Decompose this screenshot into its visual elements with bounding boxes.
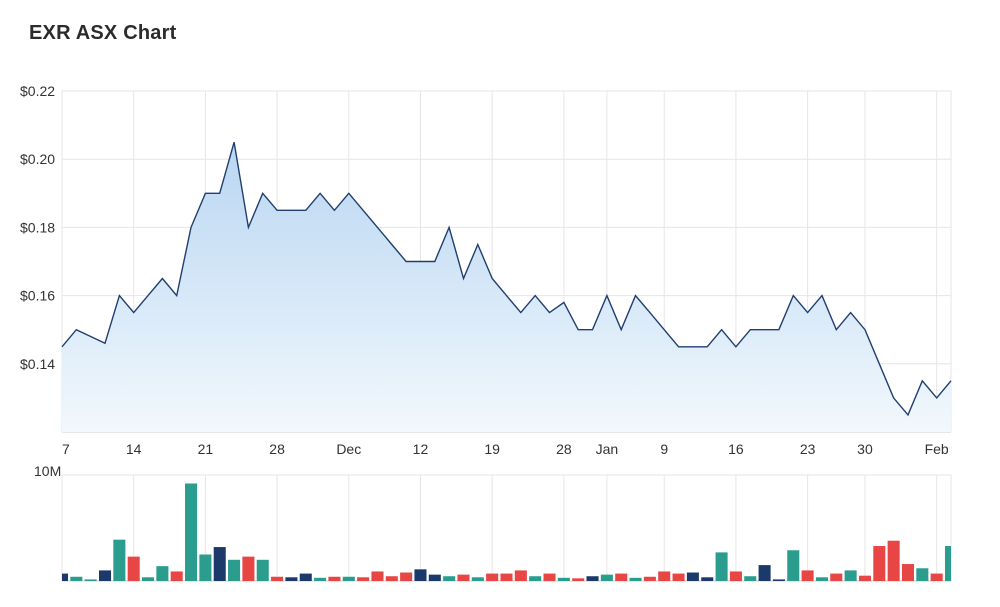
volume-bar xyxy=(228,559,241,581)
volume-bar xyxy=(944,546,951,581)
volume-bar xyxy=(715,552,728,581)
volume-bar xyxy=(787,550,800,581)
volume-bar xyxy=(457,574,470,581)
x-tick-label: 14 xyxy=(126,441,142,457)
volume-bar xyxy=(643,576,656,581)
volume-bar xyxy=(271,576,284,581)
volume-bar xyxy=(772,579,785,581)
volume-bar xyxy=(887,540,900,581)
volume-bar xyxy=(371,571,384,581)
volume-bar xyxy=(586,576,599,581)
volume-bar xyxy=(801,570,814,581)
x-tick-label: 12 xyxy=(413,441,429,457)
volume-bars xyxy=(62,483,951,581)
volume-bar xyxy=(471,577,484,581)
price-tick-label: $0.14 xyxy=(20,356,55,372)
volume-max-label: 10M xyxy=(34,463,61,479)
volume-bar xyxy=(213,547,226,581)
volume-bar xyxy=(514,570,527,581)
price-axis: $0.14 $0.16 $0.18 $0.20 $0.22 10M xyxy=(20,83,61,479)
volume-bar xyxy=(629,577,642,581)
volume-bar xyxy=(486,573,499,581)
volume-bar xyxy=(328,576,341,581)
volume-bar xyxy=(428,574,441,581)
volume-bar xyxy=(686,572,699,581)
volume-bar xyxy=(443,576,456,581)
x-tick-label: 9 xyxy=(660,441,668,457)
volume-bar xyxy=(127,556,140,581)
volume-bar xyxy=(701,577,714,581)
volume-bar xyxy=(156,566,169,581)
volume-bar xyxy=(70,576,83,581)
volume-bar xyxy=(815,577,828,581)
volume-bar xyxy=(170,571,183,581)
volume-bar xyxy=(500,573,513,581)
volume-bar xyxy=(901,564,915,581)
price-tick-label: $0.22 xyxy=(20,83,55,99)
x-axis: 7 14 21 28 Dec 12 19 28 Jan 9 16 23 30 Feb xyxy=(62,441,949,457)
x-tick-label: 30 xyxy=(857,441,873,457)
price-line xyxy=(61,142,952,417)
volume-bar xyxy=(758,565,771,581)
volume-bar xyxy=(557,577,570,581)
volume-bar xyxy=(414,569,427,581)
volume-bar xyxy=(572,578,585,581)
x-tick-label: Dec xyxy=(336,441,361,457)
chart-title: EXR ASX Chart xyxy=(29,22,177,44)
volume-bar xyxy=(242,556,255,581)
x-tick-label: 28 xyxy=(556,441,572,457)
volume-bar xyxy=(873,546,886,581)
x-tick-label: Feb xyxy=(925,441,949,457)
x-tick-label: 7 xyxy=(62,441,70,457)
volume-bar xyxy=(299,573,312,581)
volume-bar xyxy=(615,573,628,581)
volume-bar xyxy=(98,570,112,581)
volume-bar xyxy=(113,539,126,581)
volume-bar xyxy=(830,573,843,581)
x-tick-label: 19 xyxy=(484,441,500,457)
volume-bar xyxy=(844,570,857,581)
volume-bar xyxy=(672,573,685,581)
x-tick-label: Jan xyxy=(596,441,619,457)
volume-bar xyxy=(62,573,69,581)
volume-bar xyxy=(658,571,671,581)
volume-bar xyxy=(930,573,943,581)
x-tick-label: 23 xyxy=(800,441,816,457)
volume-bar xyxy=(199,554,212,581)
volume-bar xyxy=(142,577,155,581)
volume-bar xyxy=(185,483,198,581)
volume-bar xyxy=(916,568,929,581)
volume-bar xyxy=(858,575,871,581)
price-area xyxy=(61,142,952,432)
volume-bar xyxy=(256,559,269,581)
volume-bar xyxy=(314,577,327,581)
price-tick-label: $0.20 xyxy=(20,151,55,167)
price-tick-label: $0.16 xyxy=(20,288,55,304)
volume-bar xyxy=(729,571,742,581)
price-tick-label: $0.18 xyxy=(20,219,55,235)
volume-bar xyxy=(357,577,370,581)
volume-bar xyxy=(529,576,542,581)
volume-bar xyxy=(342,576,355,581)
volume-bar xyxy=(600,574,613,581)
price-area-fill xyxy=(62,142,951,432)
volume-bar xyxy=(84,579,97,581)
volume-bar xyxy=(385,576,398,581)
volume-bar xyxy=(543,573,556,581)
x-tick-label: 21 xyxy=(198,441,214,457)
volume-bar xyxy=(285,577,298,581)
x-tick-label: 16 xyxy=(728,441,744,457)
volume-bar xyxy=(744,576,757,581)
x-tick-label: 28 xyxy=(269,441,285,457)
volume-bar xyxy=(400,572,413,581)
